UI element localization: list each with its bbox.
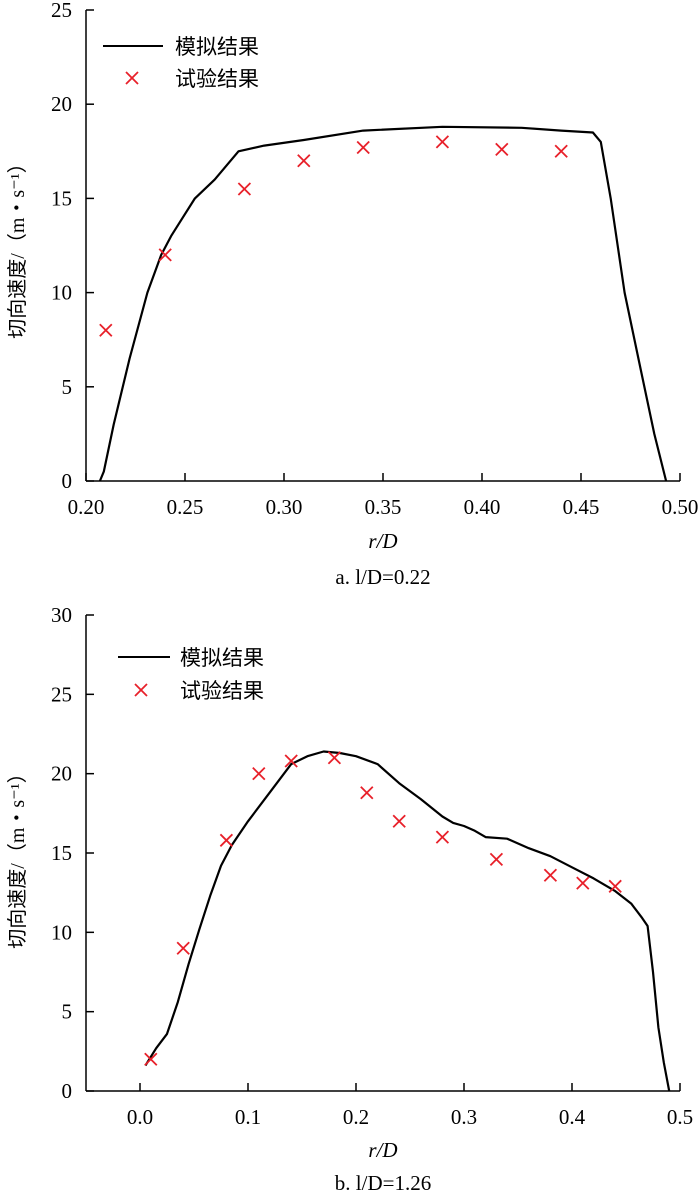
experiment-point [297, 154, 311, 168]
experiment-point [327, 751, 342, 765]
experiment-point [144, 1052, 158, 1066]
experiment-point [158, 248, 172, 262]
y-tick-label: 10 [51, 920, 72, 944]
experiment-point [360, 786, 374, 800]
y-tick-label: 10 [51, 281, 72, 305]
y-tick-label: 20 [51, 92, 72, 116]
y-tick-label: 15 [51, 186, 72, 210]
experiment-point [495, 142, 509, 157]
legend-label-experiment: 试验结果 [175, 67, 259, 91]
x-axis-title: r/D [368, 1138, 397, 1162]
panel-caption: a. l/D=0.22 [335, 565, 430, 589]
x-tick-label: 0.2 [343, 1105, 369, 1129]
experiment-point [543, 868, 558, 882]
y-axis-title: 切向速度/（m・s⁻¹） [6, 763, 29, 948]
experiment-point [608, 879, 622, 893]
y-tick-label: 25 [51, 0, 72, 22]
x-ticks: 0.0 0.1 0.2 0.3 0.4 0.5 [127, 1083, 693, 1129]
x-tick-label: 0.0 [127, 1105, 153, 1129]
y-tick-label: 15 [51, 841, 72, 865]
legend-label-experiment: 试验结果 [180, 679, 264, 703]
experiment-point [99, 323, 113, 337]
x-tick-label: 0.3 [451, 1105, 477, 1129]
simulation-line [98, 125, 668, 482]
x-tick-label: 0.45 [563, 495, 600, 519]
y-ticks: 0 5 10 15 20 25 [51, 0, 94, 493]
y-tick-label: 20 [51, 762, 72, 786]
x-tick-label: 0.4 [559, 1105, 586, 1129]
experiment-point [489, 852, 504, 866]
experiment-point [435, 135, 450, 149]
x-axis-title: r/D [368, 529, 397, 553]
x-ticks: 0.20 0.25 0.30 0.35 0.40 0.45 0.50 [68, 473, 699, 519]
experiment-point [252, 767, 266, 781]
chart-panel-b: 0 5 10 15 20 25 30 0.0 0.1 0.2 0.3 0.4 0.5 模拟结果 试验结… [6, 603, 693, 1195]
experiment-point [554, 144, 568, 158]
x-tick-label: 0.30 [266, 495, 303, 519]
y-axis-title: 切向速度/（m・s⁻¹） [6, 153, 29, 338]
simulation-series [98, 125, 668, 482]
x-tick-label: 0.25 [167, 495, 204, 519]
legend-label-simulation: 模拟结果 [180, 646, 264, 670]
experiment-point [219, 833, 234, 847]
y-tick-label: 25 [51, 682, 72, 706]
simulation-series [144, 750, 671, 1092]
panel-caption: b. l/D=1.26 [335, 1171, 431, 1195]
experiment-point [284, 754, 298, 768]
experiment-series [144, 751, 622, 1066]
experiment-point [435, 830, 450, 844]
experiment-series [99, 135, 568, 337]
x-tick-label: 0.20 [68, 495, 105, 519]
legend: 模拟结果 试验结果 [103, 35, 259, 91]
legend-marker-swatch [125, 71, 139, 85]
x-tick-label: 0.5 [667, 1105, 693, 1129]
y-tick-label: 30 [51, 603, 72, 627]
y-tick-label: 0 [62, 1079, 73, 1103]
x-tick-label: 0.50 [662, 495, 699, 519]
legend: 模拟结果 试验结果 [118, 646, 264, 703]
experiment-point [576, 876, 590, 890]
x-tick-label: 0.35 [365, 495, 402, 519]
x-tick-label: 0.40 [464, 495, 501, 519]
simulation-line [144, 750, 671, 1092]
legend-label-simulation: 模拟结果 [175, 35, 259, 59]
x-tick-label: 0.1 [235, 1105, 261, 1129]
y-ticks: 0 5 10 15 20 25 30 [51, 603, 94, 1103]
legend-marker-swatch [134, 683, 148, 697]
experiment-point [237, 182, 252, 196]
y-tick-label: 5 [62, 375, 73, 399]
experiment-point [176, 941, 190, 955]
experiment-point [356, 140, 370, 155]
y-tick-label: 0 [62, 469, 73, 493]
y-tick-label: 5 [62, 1000, 73, 1024]
experiment-point [392, 814, 406, 828]
